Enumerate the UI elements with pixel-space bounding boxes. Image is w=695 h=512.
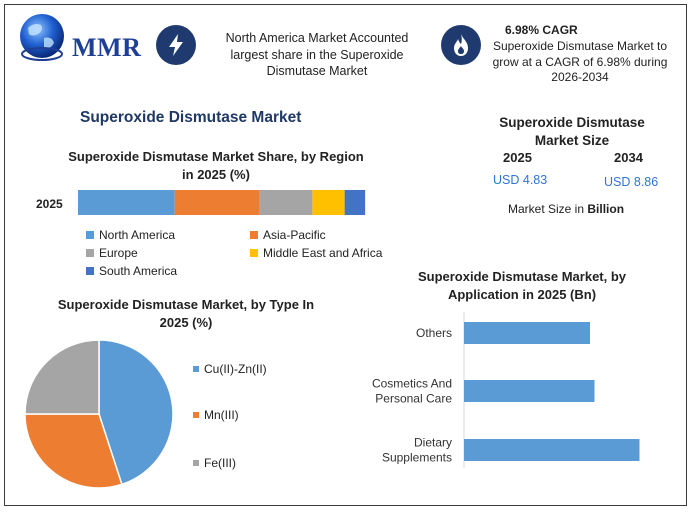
legend-item-north-america: North America [86,228,175,242]
legend-item-europe: Europe [86,246,138,260]
application-category-label: Personal Care [375,392,452,406]
legend-item-middle-east-africa: Middle East and Africa [250,246,382,260]
legend-swatch [193,412,199,418]
legend-label: Middle East and Africa [263,246,383,260]
region-stacked-bar-chart [78,190,366,215]
pie-slice [24,339,100,415]
application-bar [464,439,640,461]
legend-swatch [193,366,199,372]
legend-label: Asia-Pacific [263,228,326,242]
flame-icon [441,25,481,65]
market-size-unit: Market Size in Billion [508,202,624,216]
cagr-title: 6.98% CAGR [505,23,578,37]
legend-label: Europe [99,246,138,260]
application-bar [464,322,590,344]
brand-logo: MMR [14,10,144,68]
pie-legend-fe: Fe(III) [193,456,236,470]
application-category-label: Others [416,326,452,340]
page-frame [4,4,687,506]
info-north-america: North America Market Accounted largest s… [225,31,409,78]
market-size-value-2: USD 8.86 [604,175,659,189]
region-bar-segment [344,190,366,215]
region-legend: North America Asia-Pacific Europe Middle… [86,228,406,284]
application-category-label: Cosmetics And [372,377,452,391]
legend-swatch [86,249,94,257]
market-size-year-1: 2025 [503,150,532,165]
application-bar [464,380,595,402]
legend-swatch [250,231,258,239]
legend-label: Mn(III) [204,408,239,422]
region-bar-category-label: 2025 [36,197,63,211]
region-bar-segment [174,190,260,215]
type-chart-title: Superoxide Dismutase Market, by Type In … [57,297,315,330]
region-bar-segment [78,190,175,215]
legend-swatch [86,267,94,275]
market-size-unit-prefix: Market Size in [508,202,585,216]
application-chart-title: Superoxide Dismutase Market, by Applicat… [417,269,627,302]
pie-legend-cu-zn: Cu(II)-Zn(II) [193,362,267,376]
main-title: Superoxide Dismutase Market [80,109,302,126]
type-pie-chart [24,339,174,489]
globe-icon [20,14,64,61]
region-chart-title: Superoxide Dismutase Market Share, by Re… [68,149,364,182]
pie-slice [24,413,123,489]
brand-name: MMR [72,33,142,62]
cagr-text: Superoxide Dismutase Market to grow at a… [492,39,668,84]
application-category-label: Dietary [414,436,452,450]
pie-slice [98,339,174,486]
legend-item-asia-pacific: Asia-Pacific [250,228,326,242]
legend-label: Fe(III) [204,456,236,470]
legend-label: North America [99,228,176,242]
legend-swatch [250,249,258,257]
application-category-label: Supplements [382,451,452,465]
legend-swatch [86,231,94,239]
market-size-year-2: 2034 [614,150,643,165]
lightning-bolt-icon [156,25,196,65]
legend-label: South America [99,264,178,278]
market-size-unit-bold: Billion [587,202,625,216]
market-size-value-1: USD 4.83 [493,173,548,187]
legend-item-south-america: South America [86,264,177,278]
region-bar-segment [312,190,345,215]
region-bar-segment [259,190,313,215]
legend-swatch [193,460,199,466]
legend-label: Cu(II)-Zn(II) [204,362,267,376]
market-size-title: Superoxide Dismutase Market Size [499,115,645,148]
pie-legend-mn: Mn(III) [193,408,239,422]
